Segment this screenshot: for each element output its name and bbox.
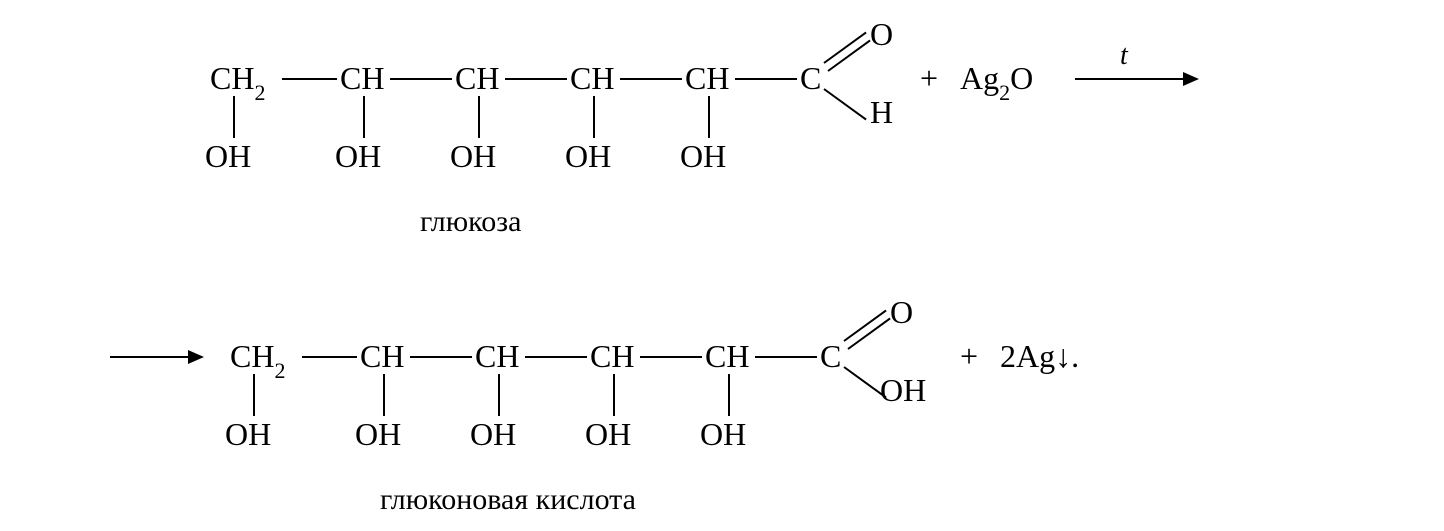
r2-oh-5: OH (700, 418, 746, 450)
r1-vbond-5 (708, 96, 710, 138)
label-gluconic-acid: глюконовая кислота (380, 483, 636, 517)
r1-hbond-5 (735, 78, 797, 80)
r2-oh-3: OH (470, 418, 516, 450)
r1-oh-4: OH (565, 140, 611, 172)
r2-cooh-oh: OH (880, 374, 926, 406)
r1-vbond-2 (363, 96, 365, 138)
r1-aldehyde-h: H (870, 96, 893, 128)
r1-arrow-line (1075, 78, 1185, 80)
r1-oh-3: OH (450, 140, 496, 172)
r2-vbond-1 (253, 374, 255, 416)
precipitate-arrow-icon: ↓ (1055, 338, 1071, 374)
r1-vbond-4 (593, 96, 595, 138)
r1-vbond-3 (478, 96, 480, 138)
r1-ch2-sub: 2 (254, 80, 265, 105)
r2-product-text: 2Ag (1000, 338, 1055, 374)
r1-oh-1: OH (205, 140, 251, 172)
r1-ch2-text: CH (210, 60, 254, 96)
r2-ch-4: CH (705, 340, 749, 372)
r2-ch-1: CH (360, 340, 404, 372)
r2-hbond-5 (755, 356, 817, 358)
r2-oh-4: OH (585, 418, 631, 450)
r1-ch-2: CH (455, 62, 499, 94)
r1-reagent-post: O (1010, 60, 1033, 96)
r2-product: 2Ag↓. (1000, 340, 1079, 372)
r2-cooh-o: O (890, 296, 913, 328)
r1-reagent-pre: Ag (960, 60, 999, 96)
r1-ch-3: CH (570, 62, 614, 94)
r1-reagent-sub: 2 (999, 80, 1010, 105)
r1-oh-5: OH (680, 140, 726, 172)
r1-ch-4: CH (685, 62, 729, 94)
r2-vbond-4 (613, 374, 615, 416)
r1-oh-2: OH (335, 140, 381, 172)
r1-sbond-h (823, 88, 866, 120)
r1-c: C (800, 62, 821, 94)
r1-aldehyde-o: O (870, 18, 893, 50)
r2-ch-2: CH (475, 340, 519, 372)
r2-hbond-4 (640, 356, 702, 358)
r2-ch-3: CH (590, 340, 634, 372)
r1-vbond-1 (233, 96, 235, 138)
r2-hbond-1 (302, 356, 357, 358)
r2-arrow-in-head (188, 350, 204, 364)
r1-hbond-3 (505, 78, 567, 80)
label-glucose: глюкоза (420, 205, 521, 239)
r2-ch2: CH2 (230, 340, 285, 378)
r2-oh-2: OH (355, 418, 401, 450)
r1-hbond-1 (282, 78, 337, 80)
r2-oh-1: OH (225, 418, 271, 450)
r2-ch2-sub: 2 (274, 358, 285, 383)
r2-c: C (820, 340, 841, 372)
r1-reagent: Ag2O (960, 62, 1033, 100)
r1-arrow-label: t (1120, 42, 1128, 70)
r2-product-dot: . (1071, 338, 1079, 374)
r1-plus: + (920, 62, 938, 94)
r1-ch-1: CH (340, 62, 384, 94)
r2-arrow-in-line (110, 356, 190, 358)
r1-hbond-2 (390, 78, 452, 80)
r2-hbond-2 (410, 356, 472, 358)
r1-arrow-head (1183, 72, 1199, 86)
reaction-canvas: { "layout": { "row1": { "baselineY": 62,… (0, 0, 1444, 531)
r2-hbond-3 (525, 356, 587, 358)
r2-vbond-5 (728, 374, 730, 416)
r2-plus: + (960, 340, 978, 372)
r2-vbond-3 (498, 374, 500, 416)
r2-ch2-text: CH (230, 338, 274, 374)
r1-hbond-4 (620, 78, 682, 80)
r2-vbond-2 (383, 374, 385, 416)
r1-ch2: CH2 (210, 62, 265, 100)
